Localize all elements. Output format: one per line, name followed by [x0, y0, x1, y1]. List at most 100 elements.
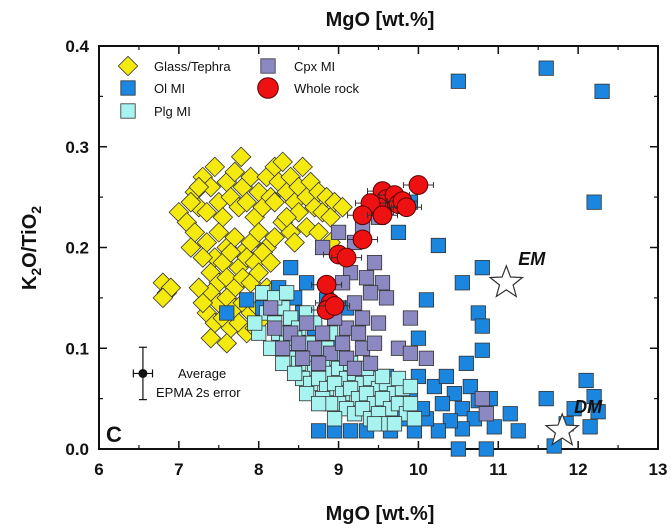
ol-point: [474, 260, 490, 276]
ol-point: [478, 441, 494, 457]
ol-point: [502, 406, 518, 422]
glass-point: [224, 161, 246, 183]
x-axis-title: MgO [wt.%]: [326, 503, 435, 525]
error-bar-annotation: [132, 346, 154, 401]
cpx-point: [358, 270, 375, 286]
legend-marker-ol: [120, 80, 136, 96]
glass-point: [188, 277, 210, 299]
plg-point: [247, 315, 263, 331]
plg-point: [311, 396, 327, 412]
plg-point: [279, 285, 295, 301]
x-tick-label: 11: [489, 460, 507, 479]
wr-point: [408, 175, 429, 195]
ol-point: [538, 391, 554, 407]
wr-point: [352, 229, 373, 250]
legend-marker-glass: [117, 55, 139, 77]
legend-label-cpx: Cpx MI: [294, 59, 335, 74]
cpx-point: [291, 335, 307, 351]
ol-point: [299, 275, 315, 291]
top-axis-title: MgO [wt.%]: [326, 9, 435, 31]
error-label-line1: Average: [178, 366, 226, 381]
reference-label: DM: [574, 397, 603, 417]
ol-point: [442, 413, 458, 429]
data-points: [152, 60, 610, 457]
reference-label: EM: [518, 249, 546, 269]
ol-point: [239, 292, 255, 308]
legend-label-wr: Whole rock: [294, 81, 360, 96]
x-tick-label: 12: [569, 460, 588, 479]
x-tick-label: 7: [174, 460, 183, 479]
ol-point: [311, 423, 327, 439]
cpx-point: [311, 355, 327, 371]
cpx-point: [366, 335, 383, 351]
glass-point: [264, 191, 285, 213]
x-tick-label: 10: [409, 460, 428, 479]
cpx-point: [346, 360, 363, 377]
y-axis-title: K2O/TiO2: [19, 206, 44, 290]
cpx-point: [370, 315, 387, 331]
plg-point: [402, 396, 419, 412]
ol-point: [582, 419, 598, 435]
glass-point: [220, 242, 242, 263]
reference-star: [488, 264, 525, 298]
glass-point: [260, 252, 281, 273]
legend-label-ol: Ol MI: [154, 81, 185, 96]
ol-point: [566, 401, 582, 417]
ol-point: [578, 372, 594, 389]
cpx-point: [362, 355, 379, 371]
plg-point: [299, 385, 315, 402]
cpx-point: [378, 290, 395, 306]
plg-point: [366, 416, 383, 432]
ol-point: [410, 330, 427, 346]
cpx-point: [314, 239, 331, 256]
ol-point: [590, 404, 606, 420]
cpx-point: [346, 295, 363, 311]
plg-point: [326, 411, 343, 427]
glass-point: [188, 176, 210, 198]
panel-letter: C: [106, 422, 122, 447]
cpx-point: [474, 391, 490, 407]
ol-point: [586, 194, 602, 210]
cpx-point: [299, 315, 315, 331]
ol-point: [450, 441, 466, 457]
wr-point: [336, 247, 357, 268]
cpx-point: [334, 335, 351, 351]
reference-star: [544, 412, 580, 446]
glass-point: [236, 191, 258, 213]
y-tick-label: 0.3: [65, 138, 89, 157]
ol-point: [418, 292, 435, 308]
glass-point: [196, 201, 218, 223]
glass-point: [272, 151, 293, 173]
cpx-point: [402, 345, 419, 361]
plg-point: [402, 378, 419, 395]
ol-point: [474, 342, 490, 358]
cpx-point: [295, 350, 311, 366]
ol-point: [454, 421, 470, 437]
ol-point: [486, 419, 502, 435]
ol-point: [434, 396, 450, 412]
ol-point: [454, 275, 470, 291]
ol-point: [462, 378, 478, 395]
ol-point: [430, 423, 446, 439]
ol-point: [430, 237, 446, 254]
glass-point: [276, 206, 297, 228]
x-tick-label: 9: [334, 460, 343, 479]
y-tick-label: 0.1: [65, 339, 89, 358]
glass-point: [216, 332, 238, 354]
ol-point: [538, 60, 554, 76]
legend-marker-wr: [257, 77, 279, 99]
cpx-point: [307, 340, 323, 356]
error-label-line2: EPMA 2s error: [156, 385, 241, 400]
plg-point: [287, 365, 303, 382]
cpx-point: [275, 340, 291, 356]
axis-frame: [98, 45, 659, 450]
cpx-point: [366, 255, 383, 271]
legend-marker-cpx: [260, 58, 276, 74]
cpx-point: [334, 275, 351, 291]
cpx-point: [267, 320, 283, 336]
cpx-point: [322, 345, 339, 361]
reference-points: EM DM: [488, 249, 603, 446]
ol-point: [594, 83, 610, 99]
glass-point: [288, 201, 309, 223]
